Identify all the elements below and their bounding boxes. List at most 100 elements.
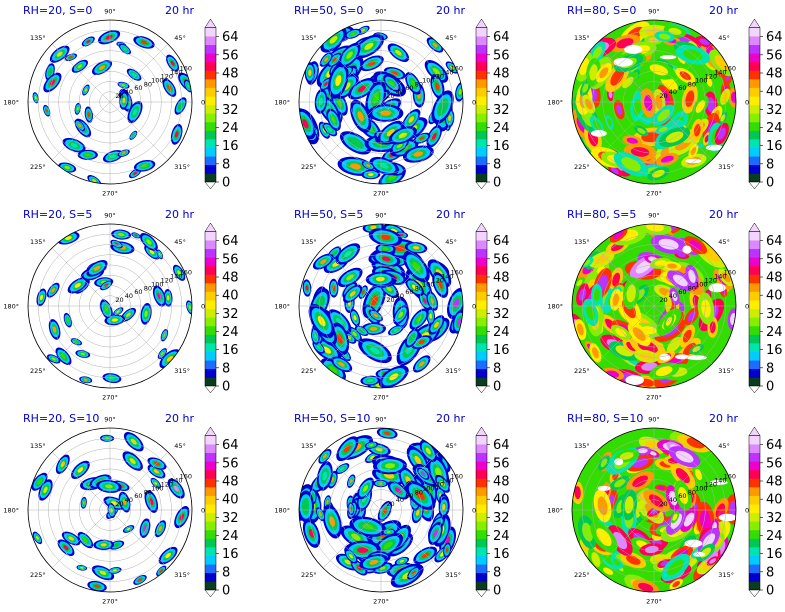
colorbar-level bbox=[476, 104, 487, 114]
colorbar-level bbox=[476, 495, 487, 505]
colorbar-level bbox=[749, 478, 760, 488]
panel-3: 20 40 60 80 1001201401600°45°90°135°180°225°… bbox=[547, 4, 782, 198]
colorbar-level bbox=[749, 529, 760, 539]
colorbar-level bbox=[476, 130, 487, 140]
radial-tick-label: 80 bbox=[144, 284, 152, 292]
angle-tick-label: 135° bbox=[301, 34, 317, 42]
colorbar-level bbox=[476, 79, 487, 88]
colorbar-tick-label: 0 bbox=[493, 584, 501, 599]
colorbar-tick-label: 48 bbox=[766, 475, 783, 490]
radial-tick-label: 40 bbox=[396, 88, 404, 96]
colorbar-level bbox=[749, 495, 760, 505]
angle-tick-label: 0° bbox=[201, 99, 208, 107]
time-label: 20 hr bbox=[165, 208, 194, 221]
colorbar: 0 8 16 24 32 40 48 56 64 bbox=[204, 222, 239, 395]
angle-tick-label: 45° bbox=[445, 238, 457, 246]
colorbar: 0 8 16 24 32 40 48 56 64 bbox=[204, 426, 239, 599]
colorbar-tick-label: 0 bbox=[222, 176, 230, 191]
radial-tick-label: 160 bbox=[180, 473, 192, 481]
colorbar-extend-max bbox=[475, 222, 488, 232]
colorbar-level bbox=[205, 452, 216, 462]
angle-tick-label: 45° bbox=[445, 34, 457, 42]
angle-tick-label: 0° bbox=[472, 507, 479, 515]
polar-frame bbox=[571, 427, 737, 593]
colorbar-level bbox=[476, 61, 487, 71]
colorbar-level bbox=[205, 248, 216, 258]
colorbar-level bbox=[749, 231, 760, 241]
colorbar-level bbox=[205, 377, 216, 387]
panel-title: RH=80, S=0 bbox=[567, 4, 636, 17]
radial-tick-label: 60 bbox=[678, 84, 686, 92]
colorbar-level bbox=[476, 325, 487, 335]
radial-tick-label: 140 bbox=[441, 69, 453, 77]
colorbar-level bbox=[476, 240, 487, 250]
colorbar-tick-label: 40 bbox=[222, 493, 239, 508]
colorbar-tick-label: 0 bbox=[493, 380, 501, 395]
angle-tick-label: 0° bbox=[745, 303, 752, 311]
colorbar-level bbox=[749, 87, 760, 97]
colorbar-level bbox=[205, 521, 216, 531]
colorbar-level bbox=[749, 27, 760, 37]
colorbar-level bbox=[205, 121, 216, 131]
colorbar-tick-label: 32 bbox=[493, 511, 510, 526]
angle-tick-label: 270° bbox=[373, 598, 389, 606]
panel-title: RH=80, S=5 bbox=[567, 208, 636, 221]
colorbar-tick-label: 16 bbox=[222, 139, 239, 154]
colorbar-level bbox=[476, 27, 487, 37]
colorbar: 0 8 16 24 32 40 48 56 64 bbox=[204, 18, 239, 191]
radial-tick-label: 160 bbox=[724, 269, 736, 277]
colorbar-level bbox=[749, 343, 760, 352]
colorbar-level bbox=[749, 351, 760, 361]
colorbar-tick-label: 0 bbox=[222, 584, 230, 599]
colorbar-level bbox=[205, 487, 216, 496]
colorbar-level bbox=[205, 351, 216, 361]
colorbar-level bbox=[749, 70, 760, 80]
colorbar-tick-label: 16 bbox=[766, 547, 783, 562]
radial-tick-label: 120 bbox=[432, 277, 444, 285]
colorbar: 0 8 16 24 32 40 48 56 64 bbox=[748, 222, 783, 395]
colorbar-level bbox=[749, 36, 760, 46]
colorbar-level bbox=[476, 538, 487, 548]
colorbar-tick-label: 8 bbox=[222, 565, 230, 580]
angle-tick-label: 45° bbox=[718, 442, 730, 450]
colorbar-tick-label: 64 bbox=[766, 30, 783, 45]
colorbar-level bbox=[749, 487, 760, 496]
colorbar-level bbox=[476, 572, 487, 582]
field-3 bbox=[572, 20, 736, 184]
panel-1: 20 40 60 80 1001201401600°45°90°135°180°225°… bbox=[3, 4, 238, 198]
time-label: 20 hr bbox=[709, 208, 738, 221]
colorbar-level bbox=[749, 265, 760, 275]
time-label: 20 hr bbox=[436, 208, 465, 221]
colorbar-tick-label: 16 bbox=[493, 139, 510, 154]
field-8 bbox=[299, 428, 457, 588]
colorbar-level bbox=[476, 377, 487, 387]
colorbar-tick-label: 40 bbox=[766, 493, 783, 508]
colorbar-level bbox=[205, 173, 216, 183]
radial-tick-label: 120 bbox=[705, 73, 717, 81]
colorbar-level bbox=[205, 495, 216, 505]
colorbar-tick-label: 8 bbox=[766, 361, 774, 376]
radial-tick-label: 40 bbox=[669, 292, 677, 300]
colorbar-tick-label: 16 bbox=[222, 547, 239, 562]
radial-tick-label: 80 bbox=[688, 284, 696, 292]
colorbar-level bbox=[749, 452, 760, 462]
colorbar-level bbox=[749, 555, 760, 565]
colorbar-tick-label: 32 bbox=[766, 307, 783, 322]
time-label: 20 hr bbox=[165, 412, 194, 425]
colorbar-level bbox=[749, 512, 760, 522]
angle-tick-label: 225° bbox=[301, 367, 317, 375]
colorbar-level bbox=[476, 121, 487, 131]
radial-tick-label: 40 bbox=[125, 88, 133, 96]
colorbar-tick-label: 48 bbox=[222, 271, 239, 286]
colorbar-tick-label: 24 bbox=[766, 529, 783, 544]
time-label: 20 hr bbox=[436, 412, 465, 425]
colorbar-level bbox=[205, 61, 216, 71]
time-label: 20 hr bbox=[436, 4, 465, 17]
angle-tick-label: 315° bbox=[445, 163, 461, 171]
colorbar-level bbox=[205, 104, 216, 114]
colorbar-tick-label: 48 bbox=[493, 271, 510, 286]
colorbar: 0 8 16 24 32 40 48 56 64 bbox=[748, 18, 783, 191]
colorbar-level bbox=[476, 36, 487, 46]
colorbar-level bbox=[205, 581, 216, 591]
